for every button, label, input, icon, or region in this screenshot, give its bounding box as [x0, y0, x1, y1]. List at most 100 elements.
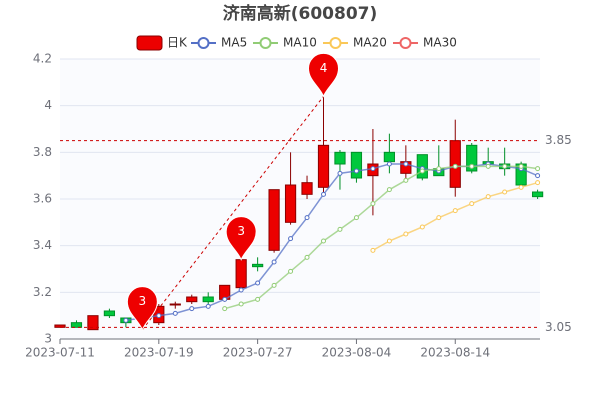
ma-point [535, 180, 541, 186]
candle-body [169, 303, 181, 306]
mark-point: 3 [225, 216, 257, 262]
ma-point [485, 194, 491, 200]
ma-point [403, 177, 409, 183]
ma-point [304, 254, 310, 260]
ma-point [419, 168, 425, 174]
y-tick-label: 3.6 [33, 192, 52, 206]
ma-point [535, 166, 541, 172]
x-tick-label: 2023-08-14 [420, 346, 490, 360]
ma-point [337, 170, 343, 176]
ma-point [255, 296, 261, 302]
legend-swatch [399, 37, 412, 49]
candle-body [70, 322, 83, 328]
pin-label: 4 [320, 61, 328, 75]
candle-body [317, 144, 330, 188]
mark-point: 3 [126, 286, 158, 332]
ma-point [518, 184, 524, 190]
y-tick-label: 3.8 [33, 145, 52, 159]
ma-point [238, 287, 244, 293]
ma-point [321, 238, 327, 244]
ma-point [288, 236, 294, 242]
ma-point [189, 306, 195, 312]
ma-point [337, 226, 343, 232]
ma-point [436, 215, 442, 221]
candle-body [334, 151, 346, 165]
pin-label: 3 [139, 294, 147, 308]
ma-point [403, 231, 409, 237]
mark-point: 4 [308, 52, 340, 98]
ma-point [386, 187, 392, 193]
legend-swatch [197, 37, 210, 49]
candle-body [383, 151, 395, 163]
ma-point [238, 301, 244, 307]
mark-line-label: 3.85 [545, 133, 572, 147]
ma-point [386, 161, 392, 167]
ma-point [304, 215, 310, 221]
legend-label: MA30 [423, 36, 457, 50]
legend-label: MA20 [353, 36, 387, 50]
legend-label: 日K [167, 36, 188, 50]
x-tick-label: 2023-07-27 [223, 346, 293, 360]
ma-point [469, 201, 475, 207]
ma-point [172, 310, 178, 316]
candle-body [252, 263, 264, 268]
ma-point [288, 268, 294, 274]
x-tick-label: 2023-07-19 [124, 346, 194, 360]
legend-swatch [329, 37, 342, 49]
candle-body [103, 310, 116, 317]
legend-label: MA10 [283, 36, 317, 50]
ma-point [123, 317, 129, 323]
ma-point [321, 191, 327, 197]
ma-point [518, 163, 524, 169]
y-tick-label: 3.4 [33, 238, 52, 252]
ma-point [156, 313, 162, 319]
ma-point [370, 247, 376, 253]
ma-point [222, 296, 228, 302]
candle-body [301, 182, 313, 195]
y-tick-label: 4.2 [33, 52, 52, 66]
candle-body [466, 144, 478, 172]
candle-body [268, 189, 280, 251]
ma-point [353, 215, 359, 221]
ma-point [469, 163, 475, 169]
ma-line [224, 165, 538, 310]
candle-body [350, 151, 363, 179]
chart-title: 济南高新(600807) [223, 3, 378, 24]
ma-point [502, 163, 508, 169]
pin [126, 286, 158, 332]
y-tick-label: 4 [44, 98, 52, 112]
candle-body [186, 296, 198, 303]
ma-point [452, 208, 458, 214]
ma-point [436, 166, 442, 172]
ma-point [535, 173, 541, 179]
x-tick-label: 2023-08-04 [322, 346, 392, 360]
ma-point [271, 259, 277, 265]
candle-body [202, 296, 214, 303]
ma-point [370, 201, 376, 207]
pin [308, 52, 340, 98]
ma-point [255, 280, 261, 286]
legend-swatch [136, 35, 163, 51]
ma-point [222, 306, 228, 312]
ma-point [205, 303, 211, 309]
pin [225, 216, 257, 262]
candle-body [531, 191, 544, 198]
ma-point [502, 189, 508, 195]
candle-body [235, 259, 247, 289]
ma-point [353, 168, 359, 174]
ma-point [386, 238, 392, 244]
y-tick-label: 3.2 [33, 285, 52, 299]
mark-line-label: 3.05 [545, 320, 572, 334]
y-tick-label: 3 [44, 332, 52, 346]
pin-label: 3 [237, 224, 245, 238]
ma-point [403, 161, 409, 167]
candle-body [284, 184, 297, 223]
legend-swatch [259, 37, 272, 49]
x-tick-label: 2023-07-11 [25, 346, 95, 360]
legend-label: MA5 [221, 36, 247, 50]
ma-point [452, 163, 458, 169]
candle-body [87, 315, 99, 331]
ma-point [485, 163, 491, 169]
ma-point [419, 224, 425, 230]
